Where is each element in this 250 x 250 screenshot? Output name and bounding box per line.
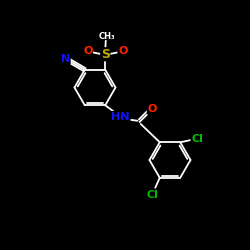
Text: HN: HN bbox=[112, 112, 130, 122]
Text: O: O bbox=[83, 46, 92, 56]
Text: CH₃: CH₃ bbox=[99, 32, 115, 41]
Text: Cl: Cl bbox=[146, 190, 158, 200]
Text: N: N bbox=[61, 54, 70, 64]
Text: Cl: Cl bbox=[191, 134, 203, 144]
Text: O: O bbox=[147, 104, 157, 114]
Text: S: S bbox=[101, 48, 110, 61]
Text: O: O bbox=[118, 46, 128, 56]
